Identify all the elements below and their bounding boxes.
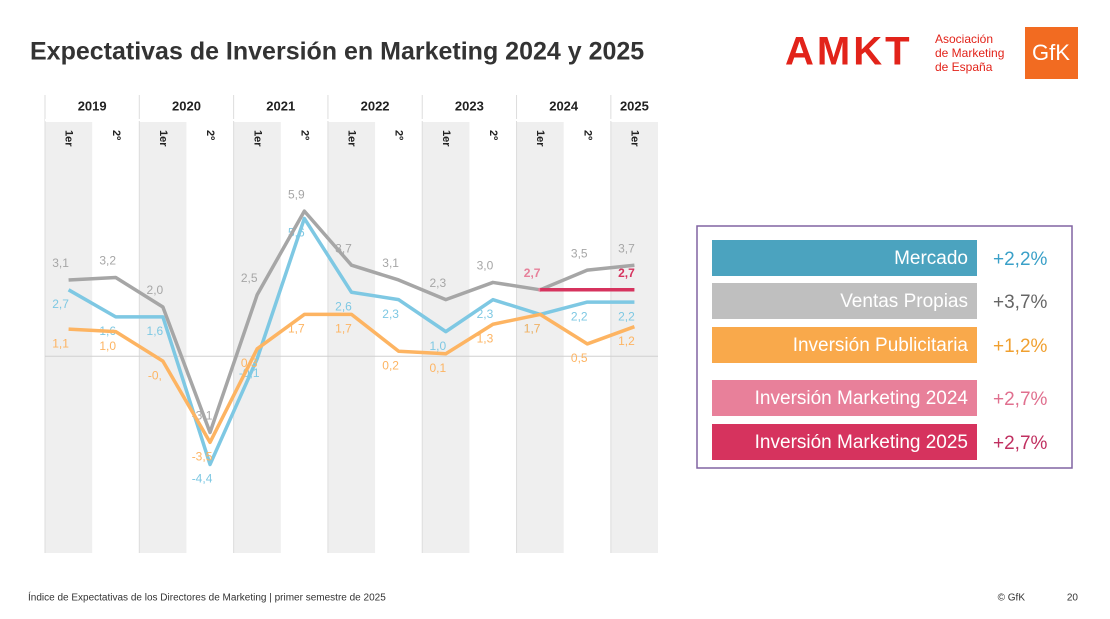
data-label: -3,5 [192,449,213,463]
legend-change: +2,7% [993,389,1048,410]
year-label: 2020 [172,98,201,113]
data-label: 1,6 [147,324,164,338]
year-label: 2019 [78,98,107,113]
data-label: 3,2 [99,254,116,268]
data-label: 2,3 [429,276,446,290]
amkt-line: Asociación [935,32,993,46]
period-label: 1er [629,130,641,147]
gfk-logo: GfK [1032,40,1070,65]
legend-change: +1,2% [993,336,1048,357]
amkt-logo: AMKT [785,30,913,74]
data-label: 2,6 [335,299,352,313]
data-label: 2,5 [241,271,258,285]
year-label: 2025 [620,98,649,113]
period-label: 2º [110,130,122,140]
legend-swatch [712,380,977,416]
data-label: 1,3 [477,331,494,345]
legend-swatch [712,240,977,276]
data-label: 2,2 [618,309,635,323]
legend-swatch [712,327,977,363]
amkt-line: de Marketing [935,46,1004,60]
data-label: 2,7 [618,266,635,280]
period-label: 1er [346,130,358,147]
copyright: © GfK [998,593,1026,604]
period-label: 1er [63,130,75,147]
column-shade [45,122,93,553]
data-label: 3,5 [571,246,588,260]
data-label: 5,9 [288,187,305,201]
period-label: 2º [487,130,499,140]
data-label: 2,2 [571,309,588,323]
slide-title: Expectativas de Inversión en Marketing 2… [30,38,644,66]
data-label: 3,1 [52,256,69,270]
year-label: 2021 [266,98,295,113]
data-label: 1,7 [524,322,541,336]
data-label: 1,7 [288,322,305,336]
period-label: 2º [581,130,593,140]
data-label: 2,0 [147,283,164,297]
year-label: 2023 [455,98,484,113]
column-shade [139,122,187,553]
legend-change: +2,2% [993,249,1048,270]
series-line [68,312,636,445]
period-label: 1er [157,130,169,147]
legend-change: +2,7% [993,433,1048,454]
data-label: 2,7 [524,266,541,280]
period-label: 2º [204,130,216,140]
column-shade [610,122,658,553]
data-label: 3,0 [477,259,494,273]
period-label: 1er [534,130,546,147]
legend-label: Inversión Marketing 2024 [755,388,969,409]
data-label: 1,7 [524,322,541,336]
legend-change: +3,7% [993,292,1048,313]
data-label: 3,1 [382,256,399,270]
column-shade [422,122,470,553]
column-shade [327,122,376,553]
gfk-logo-box [1025,27,1078,79]
data-label: 1,1 [52,336,69,350]
data-label: 3,7 [335,241,352,255]
legend-label: Inversión Publicitaria [793,335,969,356]
period-label: 1er [251,130,263,147]
chart: 2019 2020 2021 2022 2023 2024 2025 1er 2º 1er 2º 1e… [44,95,658,553]
data-label: -0, [148,368,162,382]
year-label: 2024 [549,98,579,113]
data-label: 0,1 [429,361,446,375]
data-label: 0,5 [571,351,588,365]
column-shade [516,122,564,553]
footer-text: Índice de Expectativas de los Directores… [28,591,386,604]
data-label: 2,7 [524,266,541,280]
data-label: 2,7 [52,297,69,311]
data-label: 2,3 [382,307,399,321]
data-label: 1,2 [618,334,635,348]
legend-label: Ventas Propias [840,291,968,312]
data-label: -4,4 [192,472,213,486]
data-label: 1,7 [335,322,352,336]
legend-swatch [712,283,977,319]
page-number: 20 [1067,593,1079,604]
data-label: 0,2 [382,358,399,372]
legend-label: Inversión Marketing 2025 [755,432,968,453]
year-label: 2022 [361,98,390,113]
data-label: 3,7 [618,241,635,255]
data-label: 2,3 [477,307,494,321]
period-label: 2º [393,130,405,140]
period-label: 1er [440,130,452,147]
data-label: 0,3 [241,356,258,370]
legend-label: Mercado [894,248,968,269]
data-label: 1,0 [429,339,446,353]
legend-swatch [712,424,977,460]
data-label: 1,0 [99,339,116,353]
amkt-line: de España [935,60,993,74]
period-label: 2º [298,130,310,140]
